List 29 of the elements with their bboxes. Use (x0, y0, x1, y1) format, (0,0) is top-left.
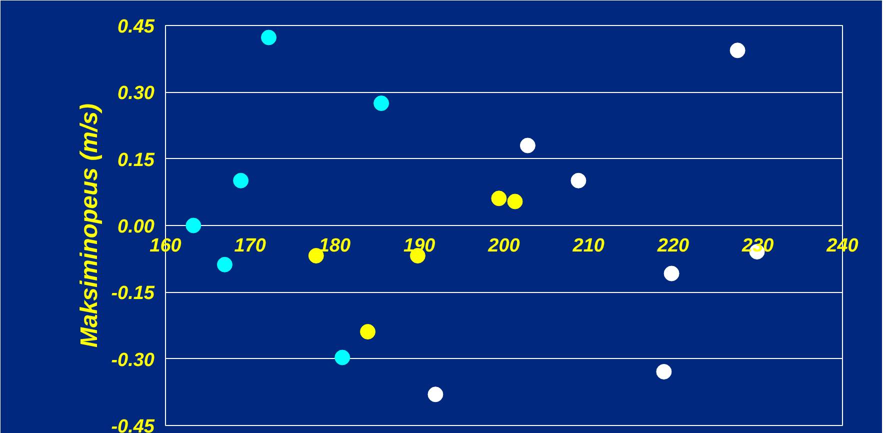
point (186, 218, 202, 234)
point (664, 266, 680, 282)
point (260, 30, 276, 46)
y-tick-label: 0.45 (118, 16, 155, 38)
y-tick-label: -0.15 (111, 283, 155, 304)
x-tick-label: 220 (656, 236, 690, 256)
y-tick-label: -0.30 (111, 350, 155, 371)
point (491, 190, 507, 206)
point (570, 172, 586, 188)
y-tick-label: 0.00 (118, 216, 155, 238)
point (520, 138, 536, 154)
y-tick-label: 0.30 (118, 83, 155, 104)
point (656, 364, 672, 380)
point (360, 324, 376, 340)
point (233, 172, 249, 188)
point (216, 256, 232, 272)
x-tick-label: 230 (741, 236, 774, 256)
x-tick-label: 180 (318, 236, 352, 256)
point (507, 194, 523, 210)
point (374, 96, 390, 112)
x-tick-label: 200 (487, 236, 520, 256)
x-tick-label: 210 (572, 236, 605, 256)
point (730, 42, 746, 58)
y-tick-label: 0.15 (118, 150, 155, 171)
y-axis-title: Maksiminopeus (m/s) (76, 103, 104, 348)
x-tick-label: 170 (234, 236, 266, 256)
point (428, 386, 444, 402)
point (334, 350, 350, 366)
y-tick-label: -0.45 (111, 416, 155, 433)
